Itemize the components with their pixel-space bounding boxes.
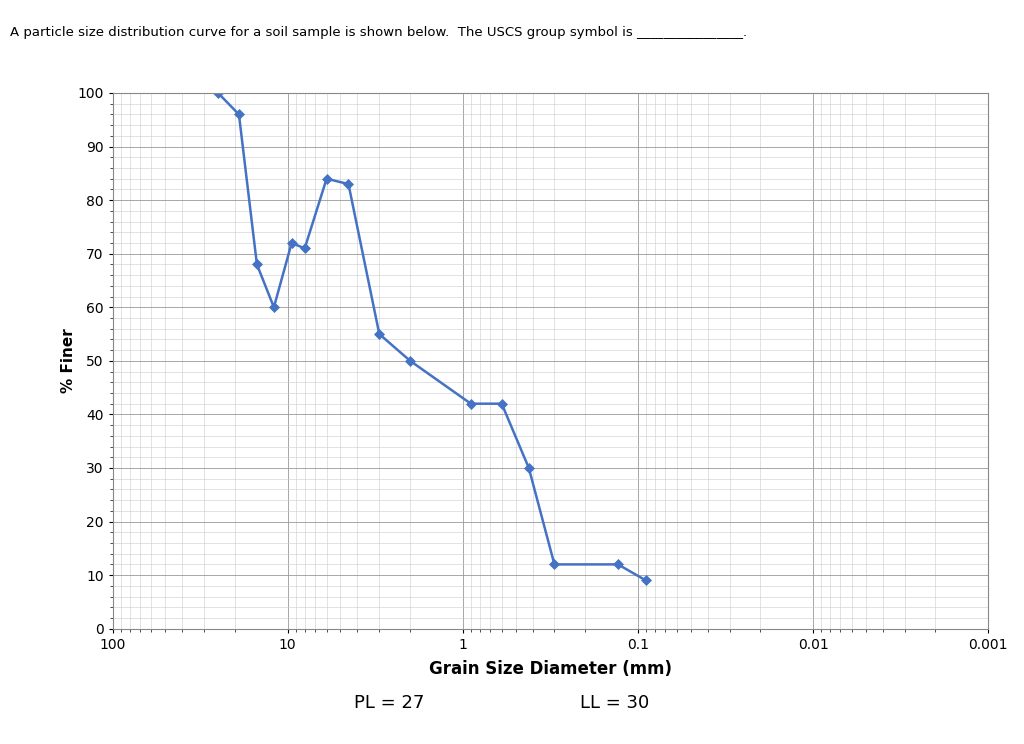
Text: LL = 30: LL = 30 [580,694,649,712]
Text: A particle size distribution curve for a soil sample is shown below.  The USCS g: A particle size distribution curve for a… [10,26,748,39]
X-axis label: Grain Size Diameter (mm): Grain Size Diameter (mm) [429,660,672,678]
Text: PL = 27: PL = 27 [354,694,424,712]
Y-axis label: % Finer: % Finer [61,328,77,394]
